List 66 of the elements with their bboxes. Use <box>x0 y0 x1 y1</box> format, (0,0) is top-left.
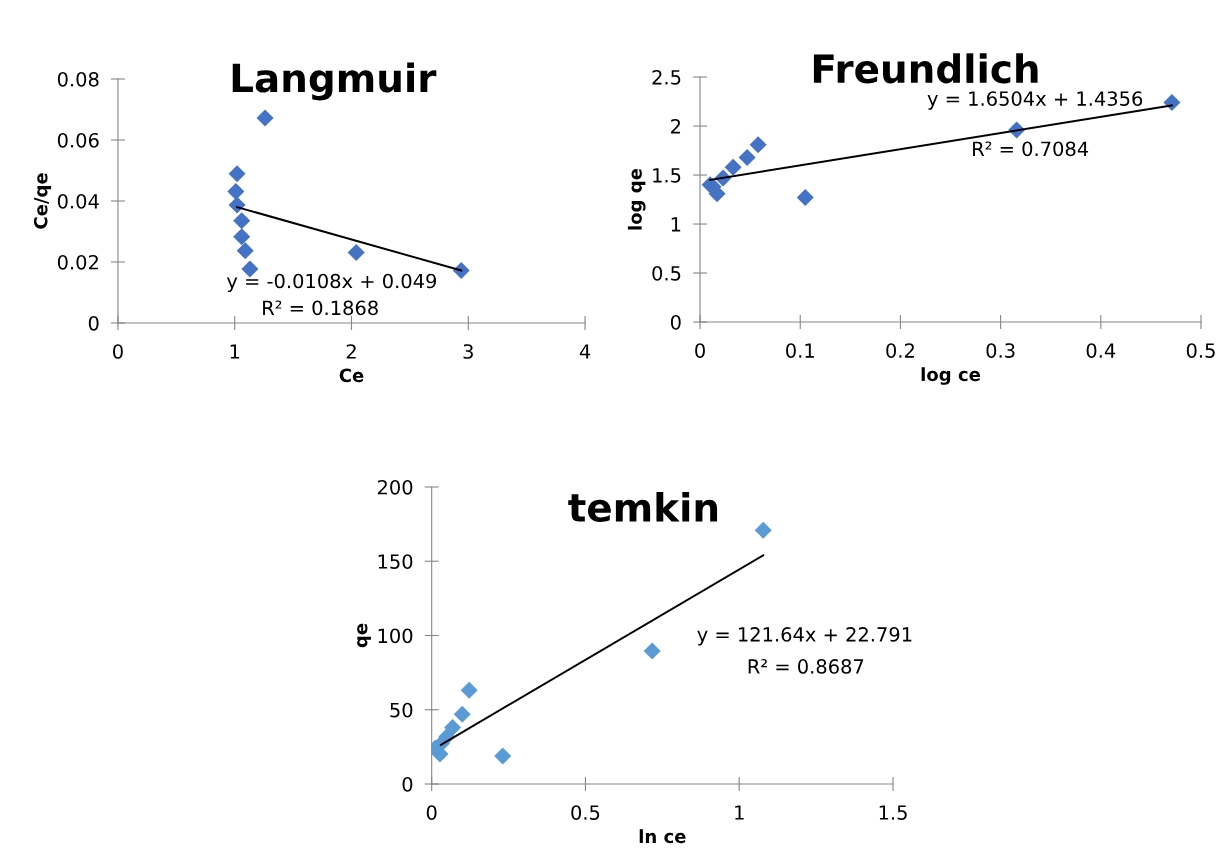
y-tick-label: 0.08 <box>57 71 99 87</box>
y-tick-label: 1.5 <box>653 168 681 183</box>
point <box>460 681 478 699</box>
annotation: R² = 0.1868 <box>263 300 378 316</box>
point <box>236 242 254 260</box>
y-axis-title: log qe <box>627 168 646 230</box>
y-tick-label: 0 <box>88 315 99 331</box>
x-tick-label: 0 <box>113 344 123 359</box>
point <box>494 747 512 765</box>
annotation: y = 121.64x + 22.791 <box>697 627 912 646</box>
point <box>738 148 756 166</box>
y-axis-title: Ce/qe <box>33 173 52 229</box>
x-tick-label: 0.5 <box>571 805 600 820</box>
y-tick-label: 0.02 <box>57 254 98 270</box>
point <box>754 521 772 539</box>
x-tick-label: 0 <box>426 805 437 820</box>
point <box>1163 94 1181 112</box>
x-axis-title: ln ce <box>639 829 686 844</box>
annotation: R² = 0.8687 <box>748 659 864 674</box>
point <box>233 212 251 230</box>
y-tick-label: 2 <box>671 118 681 134</box>
y-tick-label: 0.04 <box>57 193 99 209</box>
y-axis-title: qe <box>357 623 371 648</box>
chart-title: Langmuir <box>232 62 437 101</box>
x-tick-label: 0.4 <box>1086 343 1116 358</box>
y-tick-label: 0 <box>402 776 413 792</box>
x-axis-title: Ce <box>339 368 364 383</box>
point <box>256 109 274 127</box>
x-tick-label: 0.5 <box>1186 343 1215 358</box>
chart-title: Freundlich <box>813 53 1038 84</box>
point <box>228 165 246 183</box>
y-tick-label: 1 <box>671 217 681 232</box>
point <box>453 705 471 723</box>
x-tick-label: 0 <box>695 343 705 358</box>
y-tick-label: 50 <box>390 702 413 718</box>
x-tick-label: 0.3 <box>986 343 1015 358</box>
y-tick-label: 150 <box>378 554 413 569</box>
point <box>796 189 814 207</box>
point <box>228 196 246 214</box>
x-tick-label: 0.1 <box>786 343 814 358</box>
point <box>724 158 742 176</box>
x-tick-label: 2 <box>346 344 356 359</box>
x-tick-label: 1 <box>230 344 240 359</box>
y-tick-label: 0 <box>670 314 681 330</box>
chart-title: temkin <box>568 491 718 523</box>
x-tick-label: 4 <box>579 344 591 359</box>
point <box>749 136 767 154</box>
y-tick-label: 0.06 <box>57 132 99 148</box>
x-tick-label: 3 <box>463 344 473 359</box>
y-tick-label: 2.5 <box>652 70 681 85</box>
point <box>444 718 462 736</box>
annotation: R² = 0.7084 <box>973 141 1089 157</box>
y-tick-label: 100 <box>378 628 413 644</box>
x-axis-title: log ce <box>921 367 981 385</box>
point <box>227 183 245 201</box>
x-tick-label: 1.5 <box>879 805 907 820</box>
y-tick-label: 0.5 <box>652 265 681 281</box>
point <box>233 228 251 246</box>
point <box>643 642 661 660</box>
annotation: y = -0.0108x + 0.049 <box>226 273 437 293</box>
y-tick-label: 200 <box>377 479 413 495</box>
point <box>241 260 259 278</box>
x-tick-label: 0.2 <box>886 343 914 358</box>
x-tick-label: 1 <box>735 805 744 820</box>
point <box>347 244 365 262</box>
annotation: y = 1.6504x + 1.4356 <box>927 91 1143 110</box>
